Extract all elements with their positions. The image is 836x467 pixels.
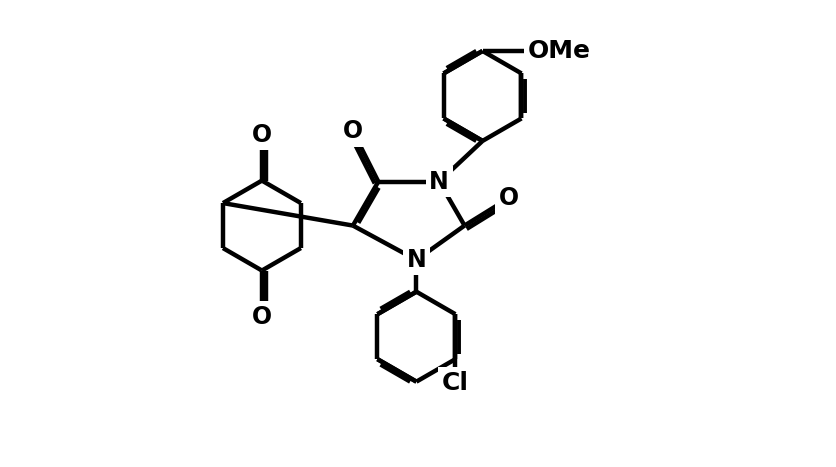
Text: N: N: [406, 248, 426, 272]
Text: OMe: OMe: [528, 39, 590, 63]
Text: O: O: [252, 304, 272, 329]
Text: Cl: Cl: [442, 371, 469, 395]
Text: O: O: [252, 122, 272, 147]
Text: O: O: [499, 186, 519, 210]
Text: N: N: [430, 170, 449, 194]
Text: O: O: [343, 120, 363, 143]
